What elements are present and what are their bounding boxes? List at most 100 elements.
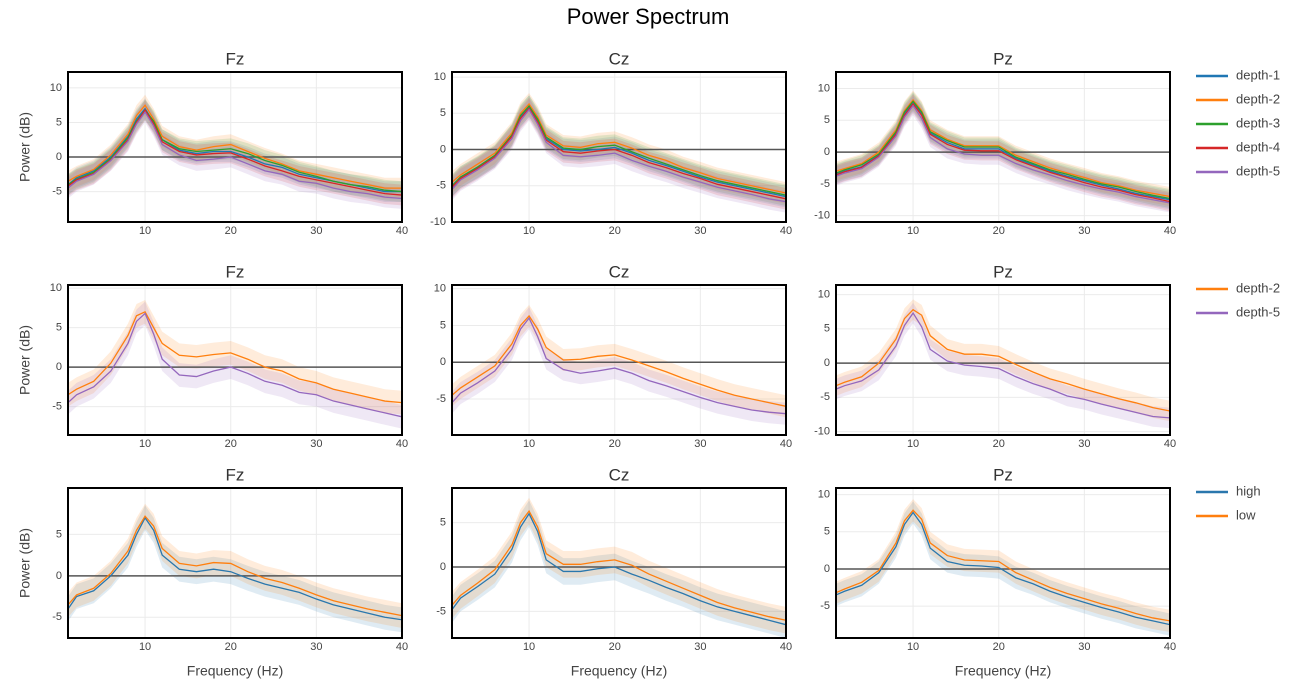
series-line bbox=[68, 515, 402, 617]
x-tick-label: 40 bbox=[396, 438, 408, 450]
x-tick-label: 30 bbox=[694, 641, 706, 653]
subplot-title: Cz bbox=[609, 49, 630, 68]
subplot-title: Pz bbox=[993, 465, 1013, 484]
y-axis-label: Power (dB) bbox=[17, 325, 33, 395]
legend-label: depth-2 bbox=[1236, 280, 1280, 295]
series-line bbox=[836, 100, 1170, 200]
frame bbox=[835, 284, 1171, 436]
series-line bbox=[836, 104, 1170, 204]
plot-area bbox=[452, 497, 786, 638]
series-line bbox=[68, 312, 402, 418]
x-tick-label: 30 bbox=[1078, 641, 1090, 653]
series-line bbox=[452, 512, 786, 626]
plot-area bbox=[836, 499, 1170, 636]
y-tick-label: 0 bbox=[824, 146, 830, 158]
plot-area bbox=[68, 503, 402, 633]
error-band bbox=[836, 302, 1170, 429]
x-tick-label: 10 bbox=[139, 438, 151, 450]
x-tick-label: 40 bbox=[780, 438, 792, 450]
x-tick-label: 10 bbox=[907, 225, 919, 237]
y-tick-label: -10 bbox=[814, 210, 830, 222]
frame bbox=[451, 487, 787, 639]
y-tick-label: 10 bbox=[50, 282, 62, 294]
x-tick-label: 10 bbox=[139, 225, 151, 237]
frame bbox=[451, 71, 787, 223]
subplot-title: Cz bbox=[609, 262, 630, 281]
subplot-title: Pz bbox=[993, 262, 1013, 281]
series-line bbox=[836, 102, 1170, 203]
subplot-title: Fz bbox=[226, 49, 245, 68]
y-tick-label: 5 bbox=[440, 517, 446, 529]
y-tick-label: 0 bbox=[824, 357, 830, 369]
y-tick-label: 0 bbox=[824, 563, 830, 575]
legend-label: depth-4 bbox=[1236, 139, 1280, 154]
y-tick-label: -10 bbox=[814, 425, 830, 437]
series-line bbox=[68, 108, 402, 196]
legend-label: depth-5 bbox=[1236, 304, 1280, 319]
series-line bbox=[836, 511, 1170, 626]
series-line bbox=[452, 316, 786, 415]
y-tick-label: 5 bbox=[440, 319, 446, 331]
x-tick-label: 20 bbox=[225, 641, 237, 653]
x-tick-label: 10 bbox=[907, 438, 919, 450]
error-band bbox=[452, 307, 786, 425]
x-tick-label: 40 bbox=[1164, 225, 1176, 237]
x-tick-label: 40 bbox=[1164, 438, 1176, 450]
x-axis-label: Frequency (Hz) bbox=[187, 663, 283, 679]
y-tick-label: 10 bbox=[818, 489, 830, 501]
y-tick-label: 10 bbox=[818, 288, 830, 300]
figure-title: Power Spectrum bbox=[567, 4, 730, 29]
series-line bbox=[68, 104, 402, 189]
error-band bbox=[452, 97, 786, 210]
legend-label: high bbox=[1236, 483, 1261, 498]
series-line bbox=[836, 509, 1170, 622]
x-tick-label: 10 bbox=[907, 641, 919, 653]
x-tick-label: 30 bbox=[1078, 438, 1090, 450]
x-tick-label: 10 bbox=[139, 641, 151, 653]
y-tick-label: -5 bbox=[820, 178, 830, 190]
frame bbox=[67, 71, 403, 223]
subplot-title: Cz bbox=[609, 465, 630, 484]
legend-label: depth-3 bbox=[1236, 115, 1280, 130]
y-axis-label: Power (dB) bbox=[17, 112, 33, 182]
x-tick-label: 40 bbox=[780, 225, 792, 237]
x-axis-label: Frequency (Hz) bbox=[571, 663, 667, 679]
y-tick-label: 0 bbox=[440, 561, 446, 573]
plot-area bbox=[452, 304, 786, 425]
plot-area bbox=[68, 94, 402, 209]
x-tick-label: 40 bbox=[780, 641, 792, 653]
series-line bbox=[836, 308, 1170, 412]
plot-area bbox=[836, 90, 1170, 213]
subplot-title: Pz bbox=[993, 49, 1013, 68]
legend-label: depth-5 bbox=[1236, 163, 1280, 178]
x-tick-label: 30 bbox=[1078, 225, 1090, 237]
x-tick-label: 20 bbox=[225, 438, 237, 450]
x-tick-label: 20 bbox=[225, 225, 237, 237]
frame bbox=[835, 71, 1171, 223]
x-tick-label: 10 bbox=[523, 225, 535, 237]
series-line bbox=[452, 509, 786, 621]
y-tick-label: 10 bbox=[434, 71, 446, 83]
x-tick-label: 30 bbox=[310, 438, 322, 450]
series-line bbox=[452, 107, 786, 200]
y-tick-label: 5 bbox=[56, 116, 62, 128]
legend-label: depth-2 bbox=[1236, 91, 1280, 106]
plot-area bbox=[452, 93, 786, 213]
x-tick-label: 20 bbox=[993, 225, 1005, 237]
y-tick-label: -10 bbox=[430, 216, 446, 228]
y-tick-label: -5 bbox=[52, 400, 62, 412]
error-band bbox=[68, 505, 402, 633]
frame bbox=[451, 284, 787, 436]
frame bbox=[67, 487, 403, 639]
y-tick-label: 0 bbox=[440, 356, 446, 368]
y-tick-label: 5 bbox=[56, 322, 62, 334]
y-tick-label: -5 bbox=[820, 600, 830, 612]
y-tick-label: 5 bbox=[824, 114, 830, 126]
error-band bbox=[836, 96, 1170, 213]
y-tick-label: -5 bbox=[436, 180, 446, 192]
x-tick-label: 30 bbox=[310, 225, 322, 237]
x-tick-label: 40 bbox=[1164, 641, 1176, 653]
error-band bbox=[68, 101, 402, 209]
subplot-title: Fz bbox=[226, 465, 245, 484]
y-tick-label: -5 bbox=[52, 185, 62, 197]
